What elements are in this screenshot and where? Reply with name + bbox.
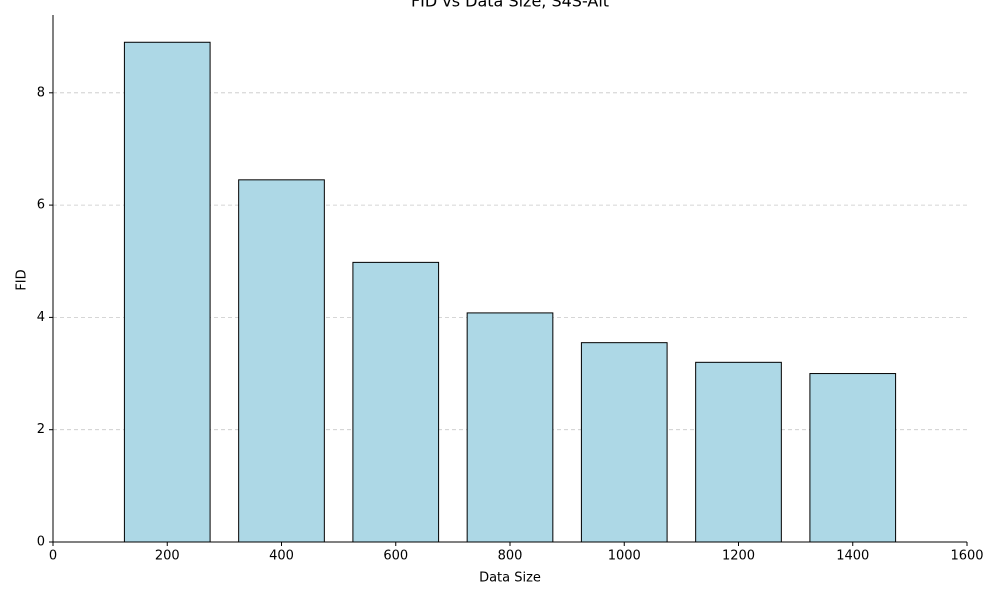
x-tick-label: 1000 xyxy=(608,549,641,564)
y-axis-label: FID xyxy=(15,269,30,290)
y-tick-label: 2 xyxy=(37,422,45,437)
bar xyxy=(809,373,897,543)
bar xyxy=(466,312,554,543)
bar xyxy=(238,179,325,543)
y-tick-label: 4 xyxy=(37,310,45,325)
bar xyxy=(695,361,782,543)
bar xyxy=(123,41,211,543)
bar xyxy=(352,261,440,543)
x-tick-label: 600 xyxy=(383,549,408,564)
x-tick-label: 400 xyxy=(269,549,294,564)
x-axis-label: Data Size xyxy=(479,571,541,586)
y-tick-label: 6 xyxy=(37,198,45,213)
x-tick-label: 0 xyxy=(49,549,57,564)
x-tick-label: 1600 xyxy=(950,549,983,564)
y-tick-label: 8 xyxy=(37,85,45,100)
x-tick-label: 800 xyxy=(498,549,523,564)
x-tick-label: 1400 xyxy=(836,549,869,564)
bar xyxy=(580,342,668,543)
x-tick-label: 1200 xyxy=(722,549,755,564)
chart-title: FID vs Data Size, S4S-Alt xyxy=(411,0,609,11)
x-tick-label: 200 xyxy=(155,549,180,564)
y-tick-label: 0 xyxy=(37,535,45,550)
